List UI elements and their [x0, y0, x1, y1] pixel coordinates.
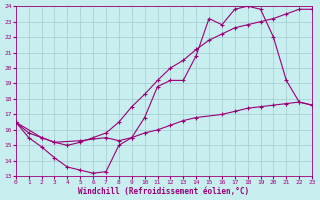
X-axis label: Windchill (Refroidissement éolien,°C): Windchill (Refroidissement éolien,°C)	[78, 187, 250, 196]
